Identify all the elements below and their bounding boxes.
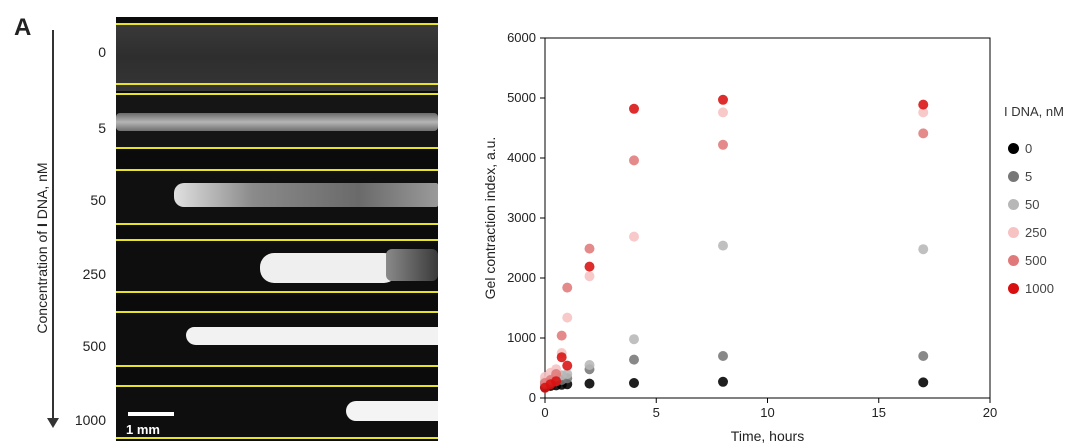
y-axis-label: Gel contraction index, a.u. — [482, 137, 498, 300]
data-point-500 — [584, 243, 595, 254]
legend-marker-icon — [1008, 143, 1019, 154]
data-point-500 — [551, 369, 562, 379]
guide-line — [116, 83, 438, 85]
data-point-0 — [918, 377, 929, 388]
data-point-250 — [584, 271, 595, 282]
scale-bar — [128, 412, 174, 416]
data-point-250 — [918, 107, 929, 118]
y-tick-label: 4000 — [507, 150, 536, 165]
strip-500 — [116, 313, 438, 367]
contraction-chart: 0 5 10 15 20 0 1000 2000 3000 4000 5000 6000 Time, h… — [482, 30, 997, 444]
concentration-label-5: 5 — [98, 120, 106, 136]
data-point-50 — [629, 334, 639, 345]
legend-title: I DNA, nM — [1004, 104, 1064, 119]
gel-5 — [116, 113, 438, 131]
data-point-1000 — [918, 99, 929, 110]
legend-label: 500 — [1025, 253, 1047, 268]
data-point-500 — [556, 330, 567, 341]
concentration-label-250: 250 — [82, 266, 106, 282]
strip-5 — [116, 95, 438, 149]
y-tick-label: 5000 — [507, 90, 536, 105]
concentration-axis-arrow-icon — [47, 418, 59, 428]
y-tick-label: 0 — [529, 390, 536, 405]
guide-line — [116, 223, 438, 225]
data-point-250 — [629, 231, 639, 242]
x-tick-label: 15 — [872, 405, 886, 420]
data-point-250 — [718, 107, 728, 118]
data-point-500 — [562, 282, 573, 293]
data-point-500 — [629, 155, 639, 166]
x-tick-label: 10 — [760, 405, 774, 420]
gel-50 — [174, 183, 438, 207]
x-tick-label: 20 — [983, 405, 997, 420]
strip-250 — [116, 241, 438, 295]
strip-50 — [116, 169, 438, 223]
data-point-250 — [562, 312, 573, 323]
gel-500 — [186, 327, 438, 345]
data-point-1000 — [562, 360, 573, 371]
data-point-50 — [562, 369, 573, 379]
y-tick-label: 2000 — [507, 270, 536, 285]
y-tick-label: 3000 — [507, 210, 536, 225]
gel-250 — [260, 253, 398, 283]
guide-line — [116, 437, 438, 439]
gel-1000 — [346, 401, 438, 421]
legend-label: 0 — [1025, 141, 1033, 156]
x-axis-label: Time, hours — [731, 428, 804, 444]
concentration-label-0: 0 — [98, 44, 106, 60]
legend-label: 1000 — [1025, 281, 1054, 296]
legend-marker-icon — [1008, 283, 1019, 294]
plot-frame — [544, 37, 991, 399]
y-tick-label: 1000 — [507, 330, 536, 345]
guide-line — [116, 93, 438, 95]
data-point-0 — [584, 378, 595, 389]
concentration-axis-title: Concentration of I DNA, nM — [34, 48, 50, 448]
gel-250-tail — [386, 249, 438, 281]
guide-line — [116, 291, 438, 293]
data-point-1000 — [551, 376, 562, 387]
legend-marker-icon — [1008, 227, 1019, 238]
data-point-5 — [629, 354, 639, 365]
legend-label: 50 — [1025, 197, 1040, 212]
y-tick-label: 6000 — [507, 30, 536, 45]
concentration-label-1000: 1000 — [74, 412, 106, 428]
data-point-500 — [918, 128, 929, 139]
data-point-1000 — [718, 94, 728, 105]
guide-line — [116, 147, 438, 149]
scale-bar-label: 1 mm — [126, 422, 160, 437]
concentration-title-bold: I — [34, 223, 50, 227]
legend-marker-icon — [1008, 199, 1019, 210]
data-point-5 — [718, 351, 728, 361]
concentration-label-50: 50 — [90, 192, 106, 208]
x-tick-label: 0 — [541, 405, 548, 420]
microscopy-image: 1 mm — [116, 17, 438, 441]
legend-label: 5 — [1025, 169, 1033, 184]
concentration-axis-line — [52, 30, 54, 420]
guide-line — [116, 23, 438, 25]
data-point-50 — [718, 240, 728, 251]
data-point-0 — [629, 378, 639, 388]
strip-0 — [116, 23, 438, 91]
guide-line — [116, 365, 438, 367]
data-point-5 — [918, 351, 929, 361]
concentration-label-500: 500 — [82, 338, 106, 354]
data-point-500 — [718, 139, 728, 150]
data-point-50 — [918, 244, 929, 255]
x-tick-label: 5 — [653, 405, 660, 420]
legend-label: 250 — [1025, 225, 1047, 240]
guide-line — [116, 311, 438, 313]
legend-marker-icon — [1008, 255, 1019, 266]
panel-label: A — [14, 14, 32, 41]
legend-marker-icon — [1008, 171, 1019, 182]
data-point-1000 — [584, 261, 595, 272]
data-point-0 — [718, 376, 728, 387]
guide-line — [116, 385, 438, 387]
data-point-1000 — [556, 352, 567, 363]
data-point-1000 — [629, 103, 639, 114]
guide-line — [116, 239, 438, 241]
data-point-50 — [584, 360, 595, 370]
guide-line — [116, 169, 438, 171]
